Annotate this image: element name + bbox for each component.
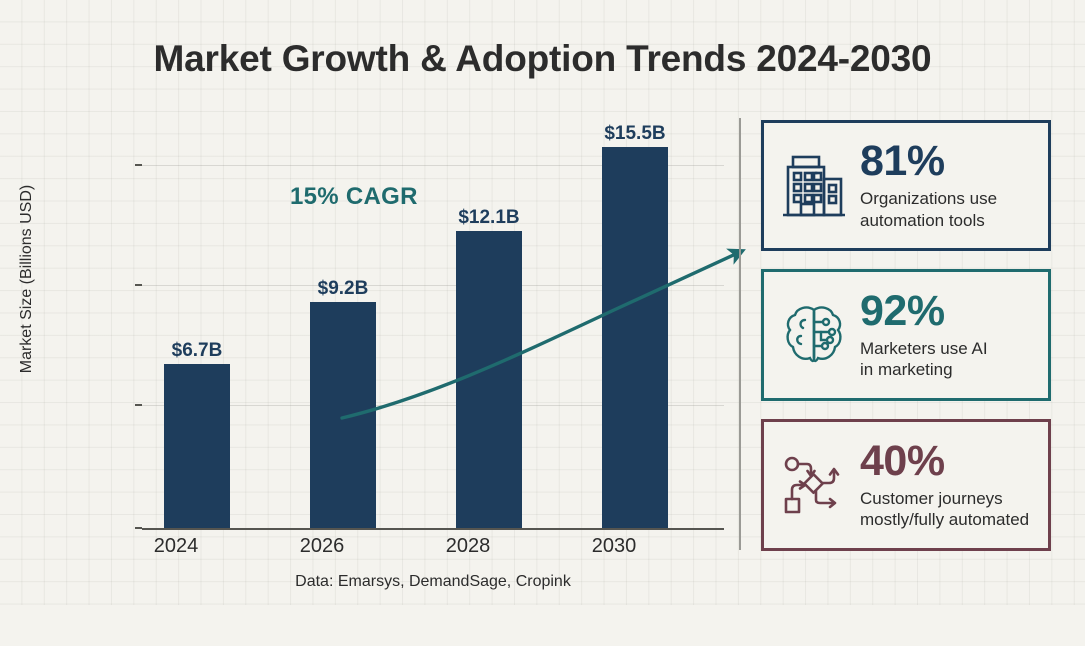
stat-description: Customer journeys mostly/fully automated <box>860 488 1034 531</box>
stat-card-marketers-ai[interactable]: 92% Marketers use AI in marketing <box>761 269 1051 401</box>
bar-2030[interactable] <box>602 147 668 528</box>
xtick-label-2026: 2026 <box>262 535 382 558</box>
bar-value-2030: $15.5B <box>587 123 683 145</box>
bar-value-2024: $6.7B <box>149 340 245 362</box>
infographic-canvas: Market Growth & Adoption Trends 2024-203… <box>0 0 1085 605</box>
card-text: 81% Organizations use automation tools <box>860 140 1034 231</box>
xtick-label-2024: 2024 <box>116 535 236 558</box>
stat-card-customer-journeys[interactable]: 40% Customer journeys mostly/fully autom… <box>761 419 1051 551</box>
plot-area: $6.7B $9.2B $12.1B $15.5B <box>142 118 724 528</box>
x-axis-line <box>142 528 724 530</box>
data-source-note: Data: Emarsys, DemandSage, Cropink <box>142 573 724 591</box>
customer-journey-flow-icon <box>778 446 850 524</box>
bar-value-2026: $9.2B <box>295 278 391 300</box>
brain-circuit-icon <box>778 296 850 374</box>
cagr-annotation-label: 15% CAGR <box>290 183 418 211</box>
stat-description: Organizations use automation tools <box>860 188 1034 231</box>
bar-2024[interactable] <box>164 364 230 528</box>
stat-card-organizations-automation[interactable]: 81% Organizations use automation tools <box>761 120 1051 251</box>
stat-figure: 40% <box>860 440 1034 483</box>
bar-value-2028: $12.1B <box>441 207 537 229</box>
card-text: 40% Customer journeys mostly/fully autom… <box>860 440 1034 531</box>
panel-divider <box>739 118 741 550</box>
ytick-mark-10b <box>135 284 142 286</box>
ytick-mark-0 <box>135 527 142 529</box>
stat-figure: 81% <box>860 140 1034 183</box>
ytick-mark-15b <box>135 164 142 166</box>
xtick-label-2028: 2028 <box>408 535 528 558</box>
stat-description: Marketers use AI in marketing <box>860 338 1034 381</box>
bar-2026[interactable] <box>310 302 376 528</box>
card-text: 92% Marketers use AI in marketing <box>860 290 1034 381</box>
y-axis-label: Market Size (Billions USD) <box>18 119 36 439</box>
bar-2028[interactable] <box>456 231 522 528</box>
stat-figure: 92% <box>860 290 1034 333</box>
xtick-label-2030: 2030 <box>554 535 674 558</box>
building-icon <box>778 147 850 225</box>
ytick-mark-5b <box>135 404 142 406</box>
page-title: Market Growth & Adoption Trends 2024-203… <box>0 38 1085 80</box>
